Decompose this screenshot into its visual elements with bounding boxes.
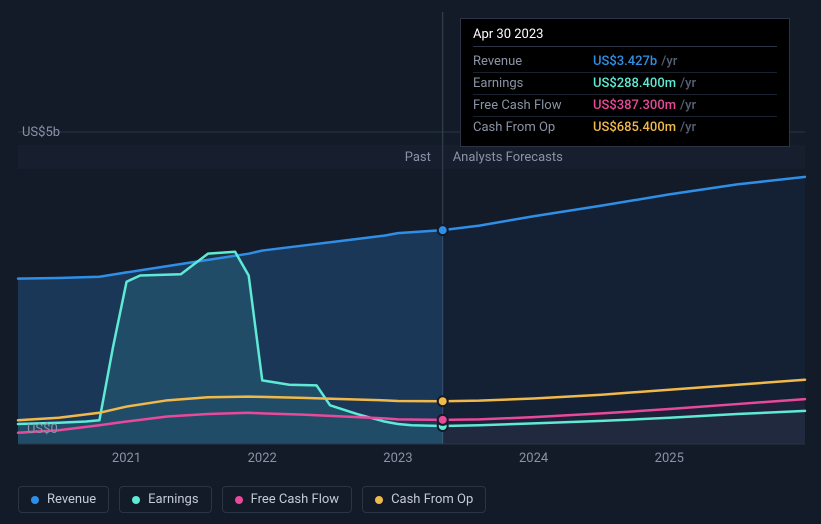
period-label-forecasts: Analysts Forecasts (453, 150, 563, 165)
legend-item-label: Free Cash Flow (251, 492, 339, 507)
legend-item[interactable]: Free Cash Flow (222, 486, 352, 513)
tooltip-row-unit: /yr (680, 76, 696, 91)
legend-item[interactable]: Revenue (18, 486, 109, 513)
tooltip-row-unit: /yr (680, 120, 696, 135)
y-axis-label-bottom: US$0 (27, 422, 58, 437)
tooltip-row-value: US$685.400m/yr (593, 120, 696, 135)
legend-dot-icon (31, 496, 39, 504)
x-axis-tick: 2024 (519, 451, 548, 466)
tooltip-row: Cash From OpUS$685.400m/yr (473, 117, 777, 138)
chart-legend: Revenue Earnings Free Cash Flow Cash From O… (18, 486, 486, 513)
legend-dot-icon (132, 496, 140, 504)
legend-item-label: Revenue (47, 492, 96, 507)
y-axis-label-top: US$5b (22, 125, 60, 140)
tooltip-row-label: Earnings (473, 76, 593, 91)
x-axis-tick: 2025 (655, 451, 684, 466)
tooltip-row-unit: /yr (661, 54, 677, 69)
tooltip-row-value: US$3.427b/yr (593, 54, 677, 69)
earnings-revenue-chart: US$5b US$0 Past Analysts Forecasts 20212… (0, 0, 821, 524)
legend-item-label: Cash From Op (391, 492, 473, 507)
tooltip-row-label: Cash From Op (473, 120, 593, 135)
x-axis-tick: 2021 (112, 451, 141, 466)
tooltip-row: Free Cash FlowUS$387.300m/yr (473, 95, 777, 117)
x-axis-tick: 2023 (383, 451, 412, 466)
x-axis-labels: 2021 2022 2023 2024 2025 (0, 451, 821, 471)
tooltip-date: Apr 30 2023 (473, 27, 777, 47)
period-label-past: Past (405, 150, 431, 165)
legend-dot-icon (375, 496, 383, 504)
legend-dot-icon (235, 496, 243, 504)
tooltip-row-label: Revenue (473, 54, 593, 69)
tooltip-row-value: US$387.300m/yr (593, 98, 696, 113)
tooltip-row: EarningsUS$288.400m/yr (473, 73, 777, 95)
x-axis-tick: 2022 (248, 451, 277, 466)
tooltip-row: RevenueUS$3.427b/yr (473, 51, 777, 73)
legend-item[interactable]: Cash From Op (362, 486, 486, 513)
chart-tooltip: Apr 30 2023 RevenueUS$3.427b/yrEarningsU… (460, 18, 790, 147)
tooltip-row-unit: /yr (680, 98, 696, 113)
tooltip-row-value: US$288.400m/yr (593, 76, 696, 91)
legend-item-label: Earnings (148, 492, 198, 507)
legend-item[interactable]: Earnings (119, 486, 211, 513)
tooltip-row-label: Free Cash Flow (473, 98, 593, 113)
